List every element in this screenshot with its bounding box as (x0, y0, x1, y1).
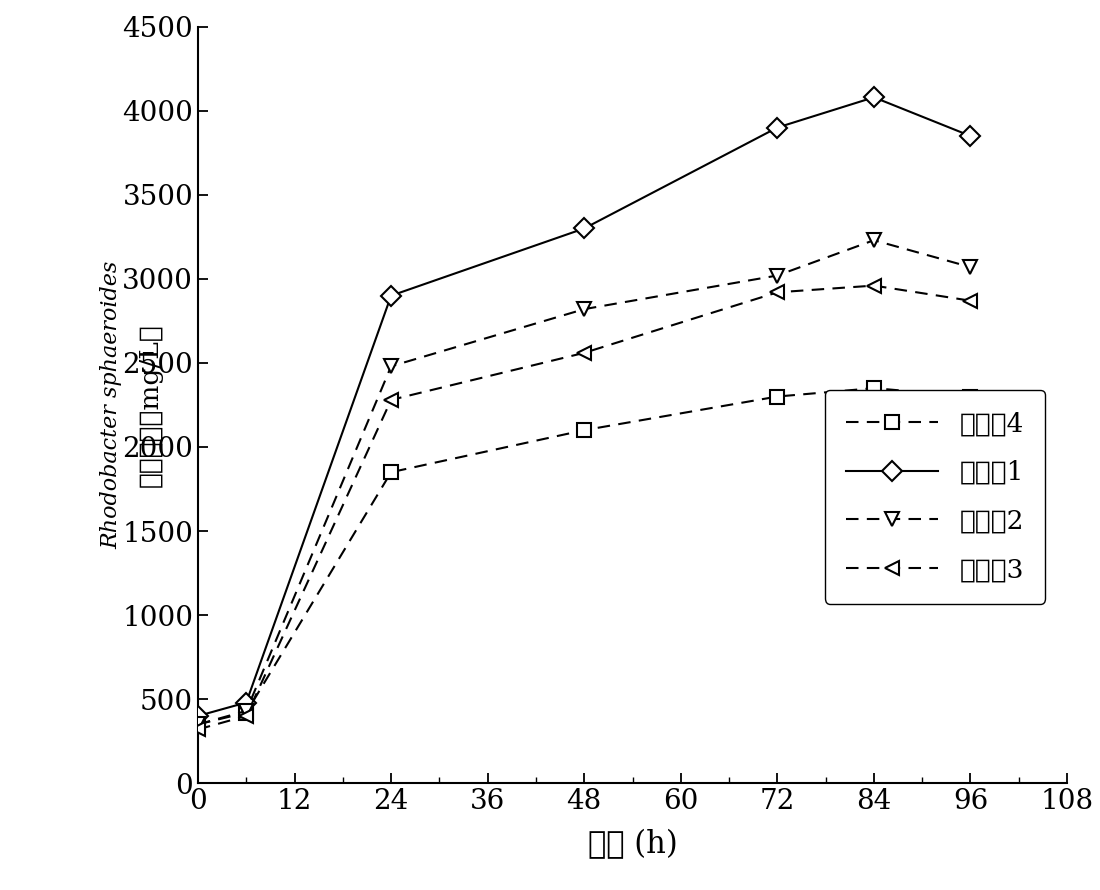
实施契2 (964, 262, 977, 272)
实施契2 (578, 303, 591, 314)
实施契2 (191, 719, 205, 730)
实施契2 (385, 361, 398, 372)
X-axis label: 时间 (h): 时间 (h) (587, 829, 678, 860)
Line: 实施契4: 实施契4 (191, 381, 978, 732)
实施契4 (771, 392, 784, 402)
实施契3 (385, 394, 398, 405)
Text: Rhodobacter sphaeroides: Rhodobacter sphaeroides (100, 261, 122, 549)
实施契4 (578, 425, 591, 435)
实施契1 (867, 92, 880, 102)
Legend: 实施契4, 实施契1, 实施契2, 实施契3: 实施契4, 实施契1, 实施契2, 实施契3 (825, 390, 1045, 603)
实施契2 (867, 235, 880, 246)
实施契3 (191, 724, 205, 735)
实施契2 (240, 706, 253, 716)
实施契1 (240, 697, 253, 708)
Line: 实施契1: 实施契1 (191, 91, 978, 723)
实施契3 (964, 295, 977, 306)
实施契3 (867, 280, 880, 291)
实施契1 (191, 710, 205, 721)
实施契1 (385, 290, 398, 301)
Text: 菌体产量（mg/L）: 菌体产量（mg/L） (138, 323, 163, 487)
Line: 实施契3: 实施契3 (191, 279, 978, 736)
实施契1 (771, 122, 784, 133)
实施契2 (771, 271, 784, 281)
实施契4 (191, 719, 205, 730)
实施契4 (385, 467, 398, 478)
实施契3 (578, 347, 591, 358)
实施契4 (964, 392, 977, 402)
实施契3 (240, 710, 253, 721)
实施契4 (867, 383, 880, 393)
实施契1 (964, 131, 977, 142)
Line: 实施契2: 实施契2 (191, 233, 978, 732)
实施契4 (240, 708, 253, 718)
实施契1 (578, 223, 591, 234)
实施契3 (771, 287, 784, 297)
